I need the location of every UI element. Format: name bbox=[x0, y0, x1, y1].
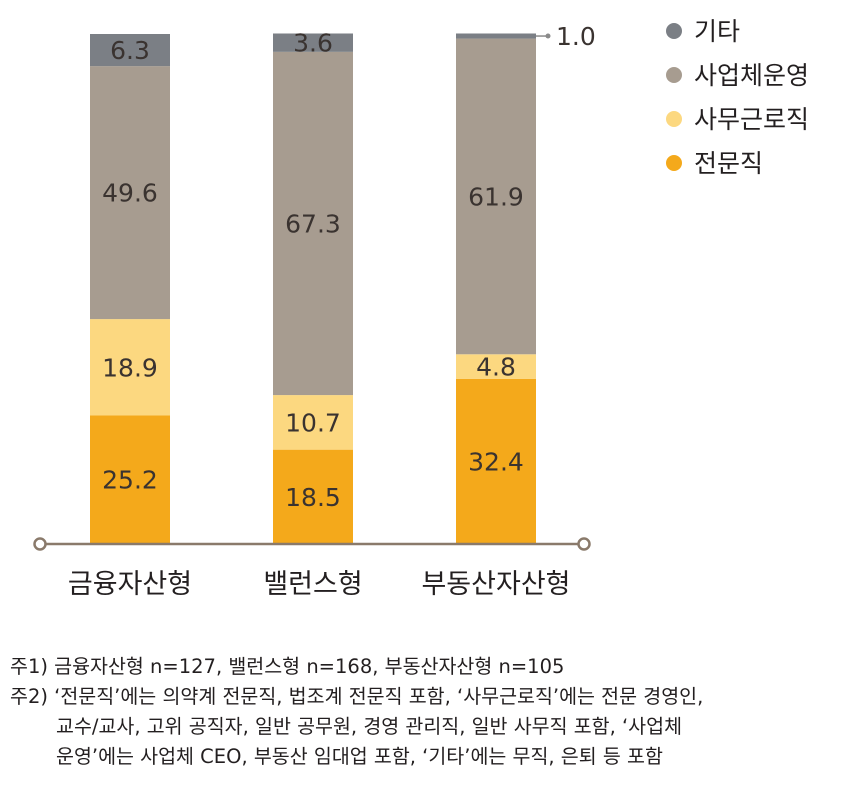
stacked-bar-chart: 25.2 18.9 49.6 6.3 18.5 10.7 67.3 3.6 32.4 4.8 61.… bbox=[33, 17, 809, 600]
axis-end-left bbox=[33, 537, 47, 551]
data-label-금융자산형-기타: 6.3 bbox=[110, 36, 150, 65]
leader-dot-부동산자산형-기타 bbox=[545, 33, 551, 39]
bar-금융자산형-기타 bbox=[90, 34, 170, 67]
data-label-부동산자산형-사업체운영: 61.9 bbox=[468, 182, 524, 211]
x-axis bbox=[33, 537, 591, 551]
footnotes: 주1) 금융자산형 n=127, 밸런스형 n=168, 부동산자산형 n=10… bbox=[10, 652, 840, 772]
legend-marker-사업체운영 bbox=[666, 67, 682, 83]
bars-group: 25.2 18.9 49.6 6.3 18.5 10.7 67.3 3.6 32.4 4.8 61.… bbox=[90, 22, 596, 544]
data-label-밸런스형-사무근로직: 10.7 bbox=[285, 408, 341, 437]
bar-부동산자산형-사무근로직 bbox=[456, 354, 536, 379]
bar-부동산자산형-전문직 bbox=[456, 378, 536, 544]
category-labels: 금융자산형 밸런스형 부동산자산형 bbox=[68, 569, 571, 600]
bar-금융자산형-사업체운영 bbox=[90, 66, 170, 320]
legend-label-전문직: 전문직 bbox=[694, 149, 763, 178]
bar-금융자산형-전문직 bbox=[90, 415, 170, 544]
bar-금융자산형-사무근로직 bbox=[90, 319, 170, 416]
bar-밸런스형-전문직 bbox=[273, 449, 353, 544]
footnote-2-cont-1: 교수/교사, 고위 공직자, 일반 공무원, 경영 관리직, 일반 사무직 포함… bbox=[56, 715, 683, 738]
legend-marker-기타 bbox=[666, 23, 682, 39]
legend-label-사업체운영: 사업체운영 bbox=[694, 61, 809, 90]
legend-marker-사무근로직 bbox=[666, 111, 682, 127]
legend-marker-전문직 bbox=[666, 155, 682, 171]
bar-밸런스형-기타 bbox=[273, 33, 353, 52]
data-label-밸런스형-사업체운영: 67.3 bbox=[285, 209, 341, 238]
bar-밸런스형-사무근로직 bbox=[273, 395, 353, 450]
data-label-부동산자산형-기타: 1.0 bbox=[556, 22, 596, 51]
footnote-2: 주2) ‘전문직’에는 의약계 전문직, 법조계 전문직 포함, ‘사무근로직’… bbox=[10, 685, 704, 708]
category-label-밸런스형: 밸런스형 bbox=[263, 569, 362, 600]
data-label-금융자산형-사업체운영: 49.6 bbox=[102, 179, 158, 208]
legend-label-사무근로직: 사무근로직 bbox=[694, 105, 809, 134]
category-label-부동산자산형: 부동산자산형 bbox=[421, 569, 570, 600]
data-label-금융자산형-사무근로직: 18.9 bbox=[102, 353, 158, 382]
data-label-밸런스형-기타: 3.6 bbox=[293, 29, 333, 58]
data-label-부동산자산형-전문직: 32.4 bbox=[468, 447, 524, 476]
data-label-밸런스형-전문직: 18.5 bbox=[285, 483, 341, 512]
axis-end-right bbox=[577, 537, 591, 551]
data-label-금융자산형-전문직: 25.2 bbox=[102, 466, 158, 495]
footnote-1: 주1) 금융자산형 n=127, 밸런스형 n=168, 부동산자산형 n=10… bbox=[10, 655, 565, 678]
bar-부동산자산형-사업체운영 bbox=[456, 38, 536, 355]
legend-label-기타: 기타 bbox=[694, 17, 740, 46]
data-label-부동산자산형-사무근로직: 4.8 bbox=[476, 353, 516, 382]
bar-부동산자산형-기타 bbox=[456, 33, 536, 39]
category-label-금융자산형: 금융자산형 bbox=[68, 569, 192, 600]
bar-밸런스형-사업체운영 bbox=[273, 51, 353, 396]
footnote-2-cont-2: 운영’에는 사업체 CEO, 부동산 임대업 포함, ‘기타’에는 무직, 은퇴… bbox=[56, 745, 663, 768]
